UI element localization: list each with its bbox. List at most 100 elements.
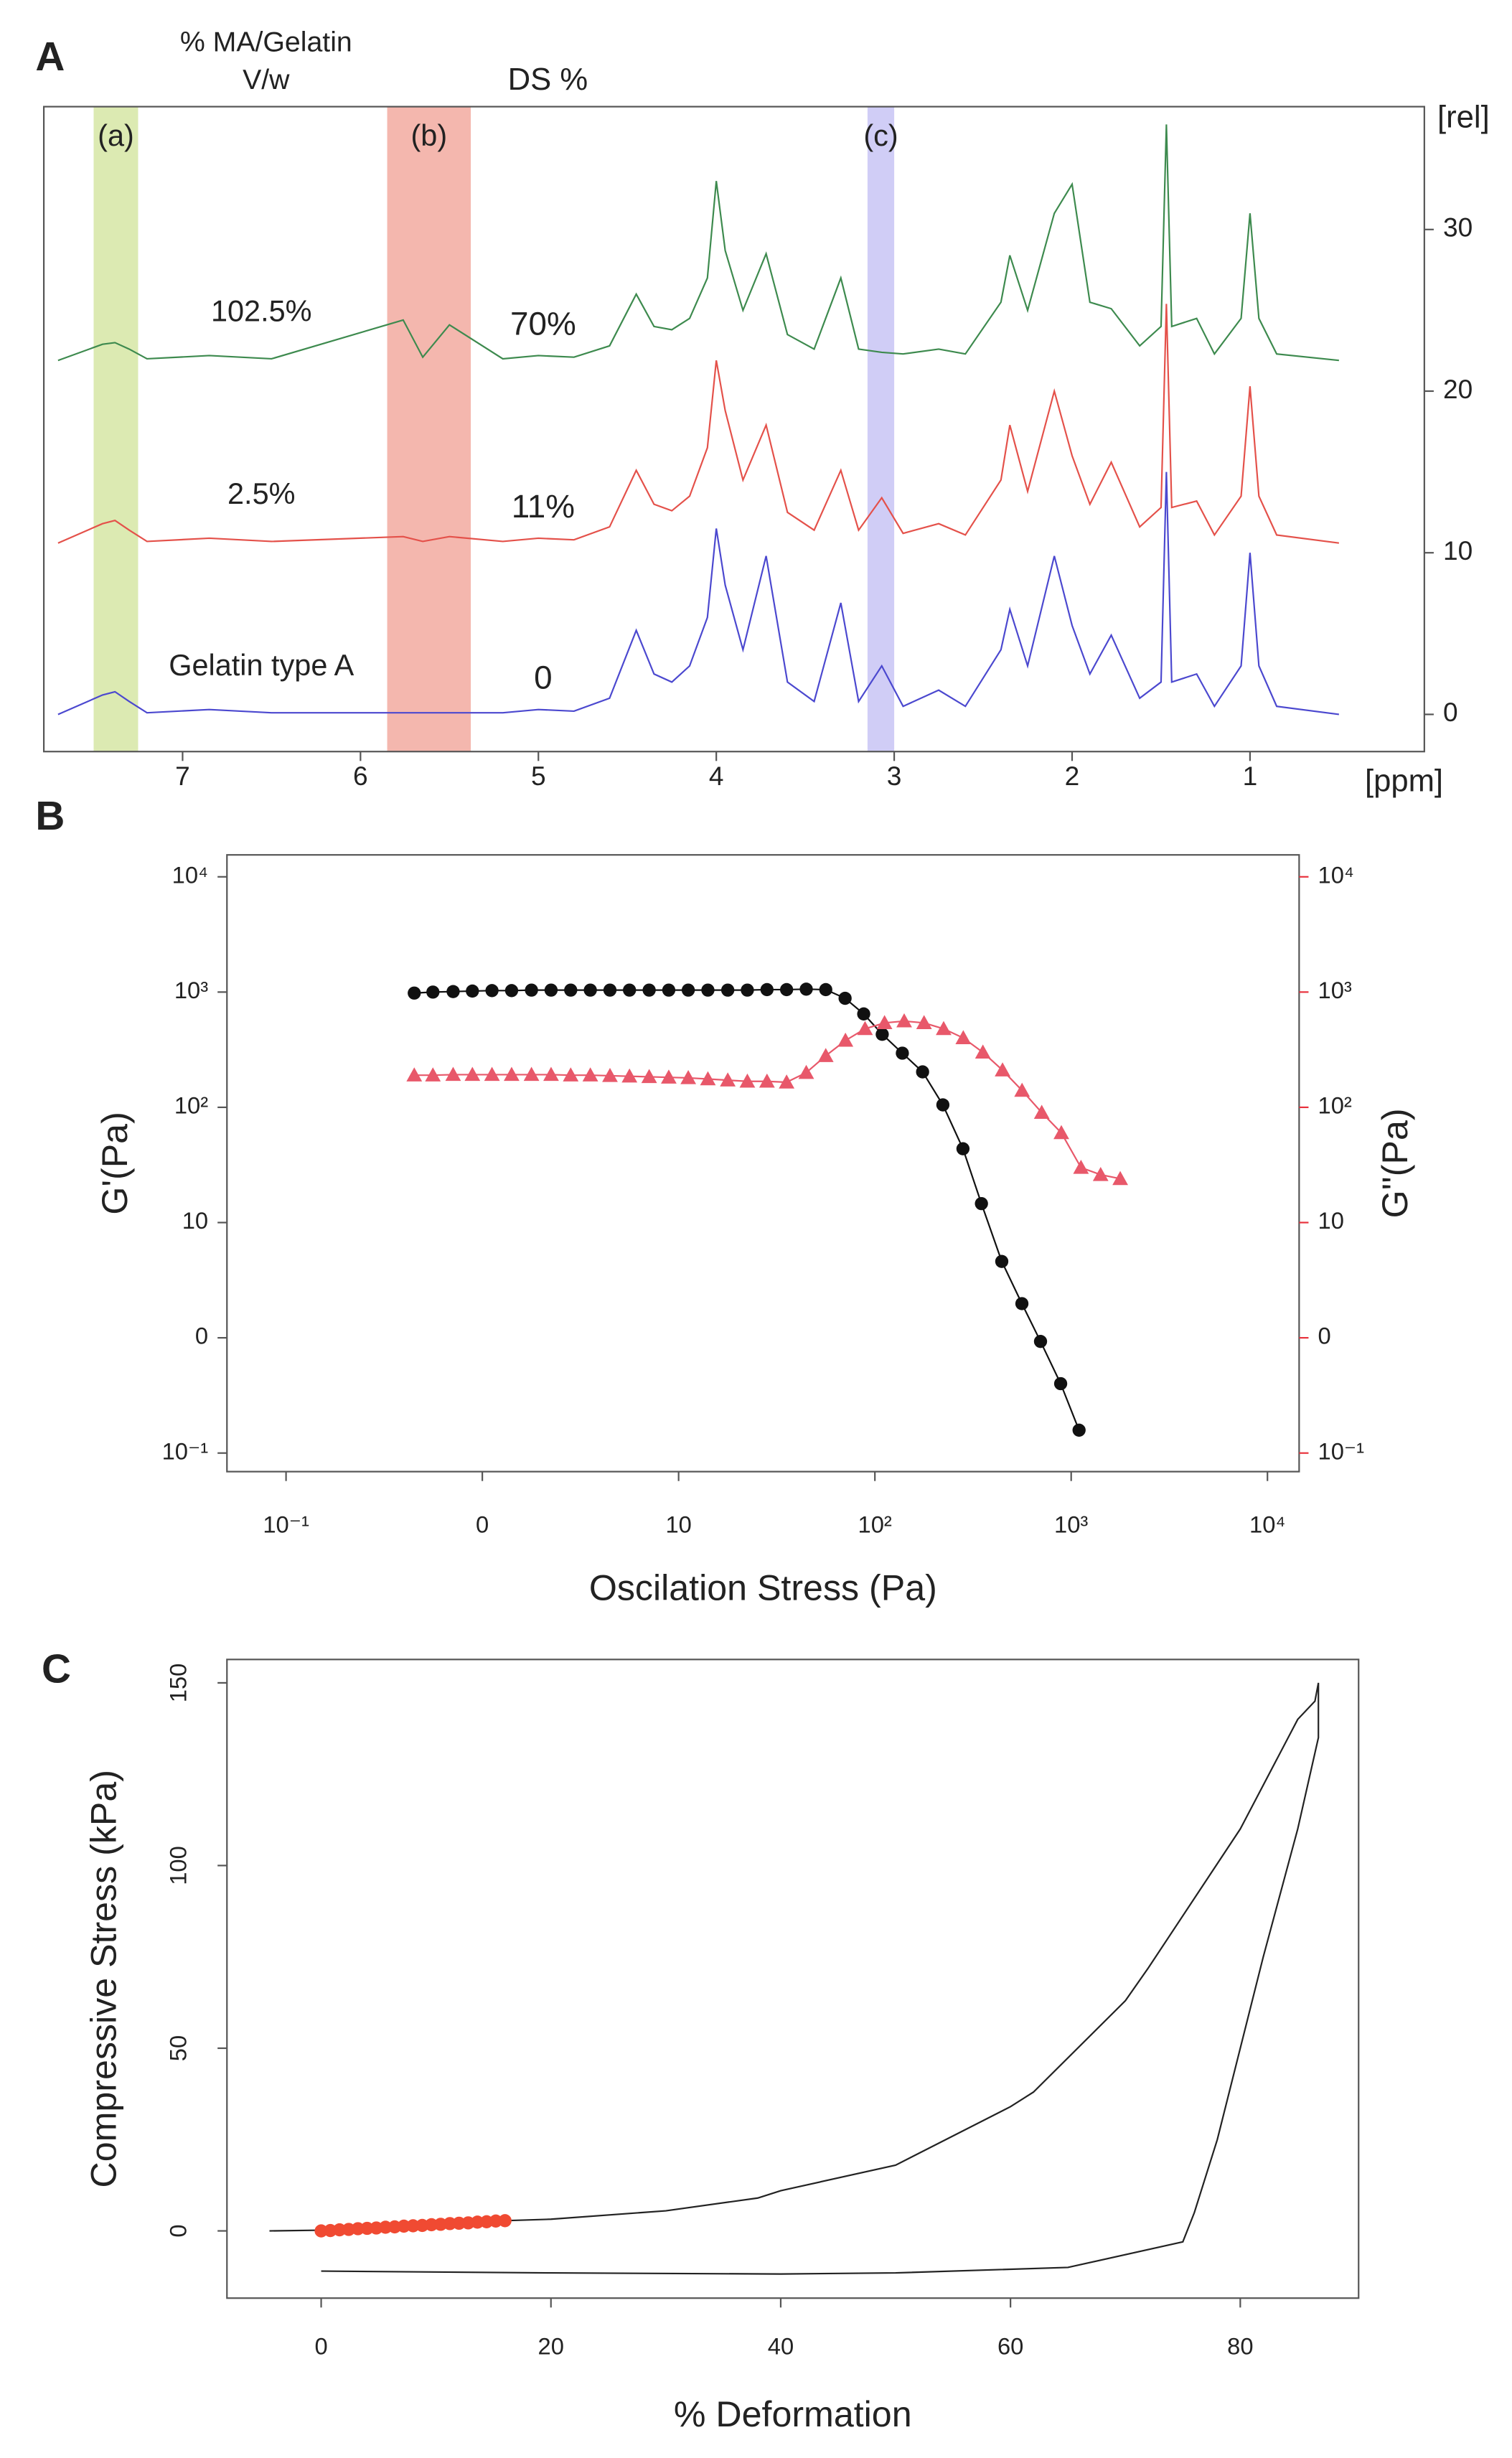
marker-circle (360, 2221, 374, 2236)
band-label: (b) (410, 118, 447, 152)
x-tick-label: 5 (531, 761, 546, 791)
marker-triangle (896, 1013, 912, 1028)
y-tick-label: 10⁴ (1318, 861, 1354, 888)
marker-triangle (759, 1073, 775, 1088)
x-tick-label: 0 (314, 2333, 327, 2360)
plot-frame (42, 105, 1425, 753)
marker-triangle (661, 1069, 677, 1084)
y-tick-label: 10³ (1318, 977, 1352, 1003)
marker-circle (779, 982, 794, 997)
x-tick-label: 20 (538, 2333, 564, 2360)
band-label: (a) (98, 118, 134, 152)
marker-triangle (1112, 1171, 1128, 1186)
y-tick-label: 0 (195, 1323, 208, 1349)
marker-circle (452, 2216, 466, 2231)
ds-label: 70% (510, 305, 576, 342)
x-tick-label: 40 (768, 2333, 794, 2360)
marker-triangle (975, 1044, 991, 1059)
marker-triangle (837, 1032, 854, 1047)
marker-triangle (1053, 1125, 1069, 1140)
y-tick-label: 10³ (174, 977, 208, 1003)
y-axis-title: G'(Pa) (95, 1112, 135, 1214)
marker-circle (1053, 1376, 1068, 1391)
y-tick-label: 10⁻¹ (1318, 1437, 1365, 1464)
y-tick-label: 10⁴ (172, 861, 208, 888)
marker-circle (379, 2220, 393, 2234)
x-tick-label: 7 (175, 761, 190, 791)
y-tick-label: 0 (1443, 697, 1458, 727)
x-tick-label: 80 (1227, 2333, 1253, 2360)
marker-circle (426, 985, 440, 999)
marker-circle (799, 982, 813, 996)
y-tick-label: 150 (164, 1664, 191, 1703)
marker-triangle (464, 1066, 481, 1082)
panel-letter: B (35, 794, 65, 839)
panel-letter: A (35, 34, 65, 80)
marker-circle (443, 2217, 457, 2231)
x-tick-label: 10⁻¹ (263, 1511, 309, 1538)
marker-circle (838, 991, 852, 1005)
marker-circle (662, 983, 676, 997)
header: % MA/Gelatin (180, 27, 352, 58)
marker-triangle (406, 1067, 423, 1082)
ds-label: 11% (512, 488, 575, 525)
series-line (57, 304, 1339, 544)
marker-triangle (445, 1066, 461, 1082)
marker-circle (446, 985, 460, 998)
series-label: 102.5% (211, 294, 312, 328)
y-tick-label: 10² (1318, 1092, 1352, 1119)
marker-circle (623, 983, 637, 997)
marker-triangle (955, 1030, 972, 1044)
x-tick-label: 10 (665, 1511, 691, 1538)
series-label: 2.5% (227, 477, 295, 510)
marker-triangle (543, 1066, 559, 1082)
y-tick-label: 50 (164, 2035, 191, 2061)
x-tick-label: 10² (858, 1511, 892, 1538)
marker-circle (498, 2214, 512, 2228)
y-tick-label: 10 (182, 1207, 208, 1234)
y-tick-label: 10 (1318, 1207, 1344, 1234)
x-tick-label: 6 (353, 761, 368, 791)
y-axis-title: [rel] (1437, 100, 1490, 135)
x-axis-title: % Deformation (674, 2394, 912, 2434)
marker-circle (504, 984, 519, 998)
marker-circle (720, 983, 735, 997)
y-tick-label: 10⁻¹ (162, 1437, 209, 1464)
y-tick-label: 100 (164, 1846, 191, 1885)
x-axis-title: Oscilation Stress (Pa) (589, 1568, 937, 1608)
marker-circle (642, 983, 656, 997)
marker-triangle (916, 1015, 932, 1030)
panel-letter: C (42, 1647, 71, 1692)
series-line (269, 1682, 1320, 2275)
y2-axis-title: G''(Pa) (1375, 1108, 1415, 1218)
marker-triangle (563, 1067, 579, 1082)
marker-triangle (680, 1070, 697, 1084)
marker-circle (760, 982, 774, 997)
marker-triangle (602, 1068, 618, 1082)
y-tick-label: 0 (1318, 1323, 1331, 1349)
marker-triangle (1092, 1166, 1109, 1181)
series-line (57, 472, 1339, 716)
y-axis-title: Compressive Stress (kPa) (84, 1770, 124, 2188)
series-label: Gelatin type A (169, 648, 354, 682)
marker-triangle (484, 1066, 500, 1082)
y-tick-label: 30 (1443, 212, 1473, 243)
marker-circle (583, 983, 597, 997)
x-tick-label: 4 (709, 761, 724, 791)
highlight-band (93, 106, 138, 752)
highlight-band (387, 106, 471, 752)
band-label: (c) (863, 118, 898, 152)
marker-circle (819, 982, 832, 997)
marker-circle (425, 2218, 438, 2232)
y-tick-label: 10² (174, 1092, 208, 1119)
x-tick-label: 1 (1243, 761, 1258, 791)
marker-triangle (779, 1074, 795, 1089)
plot-frame (226, 854, 1300, 1473)
highlight-band (867, 106, 895, 752)
marker-triangle (1033, 1104, 1050, 1120)
x-tick-label: 2 (1065, 761, 1080, 791)
ds-label: 0 (534, 660, 552, 696)
marker-circle (333, 2223, 347, 2237)
